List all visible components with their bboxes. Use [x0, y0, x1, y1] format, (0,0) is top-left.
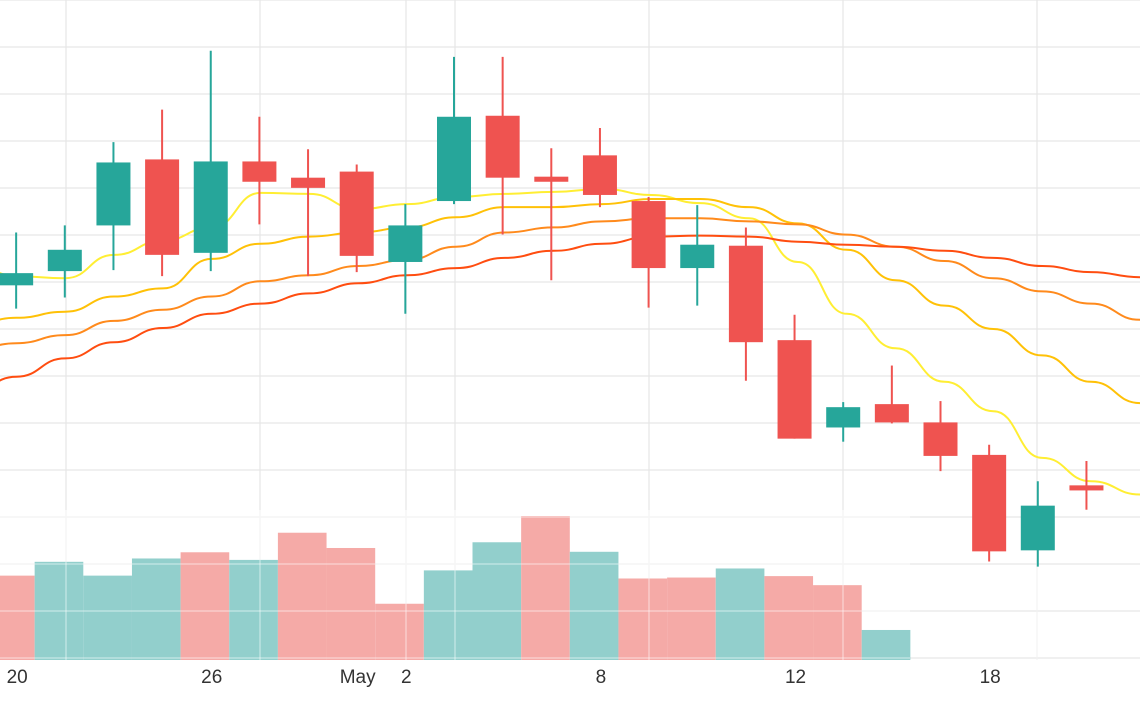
candle-body	[1069, 485, 1104, 491]
candle-body	[242, 161, 277, 182]
volume-bar	[326, 547, 376, 660]
candle	[291, 149, 326, 277]
candle-body	[193, 161, 228, 253]
candle-body	[534, 176, 569, 182]
candle	[388, 204, 423, 314]
candle-body	[777, 340, 812, 439]
candle-body	[582, 155, 617, 195]
candle	[874, 365, 909, 424]
candle	[631, 196, 666, 308]
candle	[0, 232, 34, 309]
x-tick-label: 8	[596, 667, 607, 688]
x-tick-label: 12	[785, 667, 806, 688]
candle	[1069, 460, 1104, 510]
volume-bar	[229, 559, 278, 660]
volume-bar	[569, 551, 619, 660]
candle-body	[631, 201, 666, 269]
candle-body	[339, 171, 374, 256]
candle	[582, 127, 617, 208]
candle	[242, 116, 277, 225]
candle	[1020, 481, 1055, 567]
candle	[47, 225, 82, 298]
moving-average-line	[0, 217, 1140, 346]
volume-bar	[861, 629, 911, 660]
candle	[680, 205, 715, 306]
x-tick-label: 26	[201, 667, 222, 688]
x-tick-label: 2	[401, 667, 412, 688]
candle-body	[826, 407, 861, 428]
candle-body	[145, 159, 180, 255]
moving-average-lines	[0, 187, 1140, 496]
candle-body	[388, 225, 423, 262]
volume-bar	[83, 575, 132, 660]
candle-body	[291, 177, 326, 188]
volume-bars	[0, 510, 1038, 660]
moving-average-line	[0, 234, 1140, 382]
volume-bar	[813, 585, 862, 660]
candle	[728, 227, 763, 381]
candle-body	[680, 244, 715, 269]
candle	[923, 401, 958, 472]
candles	[0, 50, 1104, 567]
candle-body	[923, 422, 958, 456]
x-axis: 20 26 May 2 8 12 18	[7, 667, 1001, 688]
candle	[777, 314, 812, 439]
candle	[339, 164, 374, 273]
candle	[534, 148, 569, 281]
volume-bar	[423, 570, 473, 660]
candle-body	[728, 245, 763, 343]
candle-body	[437, 116, 471, 202]
volume-bar	[0, 575, 35, 660]
candle-body	[47, 249, 82, 272]
candle-body	[1020, 505, 1055, 551]
candle-body	[96, 162, 131, 226]
candle	[96, 142, 131, 271]
moving-average-line	[0, 198, 1140, 405]
candle-body	[485, 115, 520, 178]
candle-body	[874, 404, 909, 423]
candle	[485, 56, 520, 235]
volume-bar	[375, 603, 424, 660]
volume-bar	[715, 568, 765, 660]
volume-bar	[180, 552, 230, 660]
volume-bar	[618, 578, 668, 660]
x-tick-label: 20	[7, 667, 28, 688]
volume-bar	[277, 532, 327, 660]
volume-bar	[472, 542, 522, 660]
volume-bar	[667, 577, 716, 660]
candle	[826, 402, 861, 442]
candle	[145, 109, 180, 277]
candle-body	[0, 273, 34, 286]
candle	[972, 444, 1007, 562]
volume-bar	[764, 576, 814, 660]
x-tick-label: May	[340, 667, 376, 688]
x-tick-label: 18	[980, 667, 1001, 688]
candle-body	[972, 454, 1007, 552]
volume-bar	[131, 558, 181, 660]
candle	[437, 56, 471, 205]
candle	[193, 50, 228, 272]
volume-bar	[521, 516, 570, 660]
